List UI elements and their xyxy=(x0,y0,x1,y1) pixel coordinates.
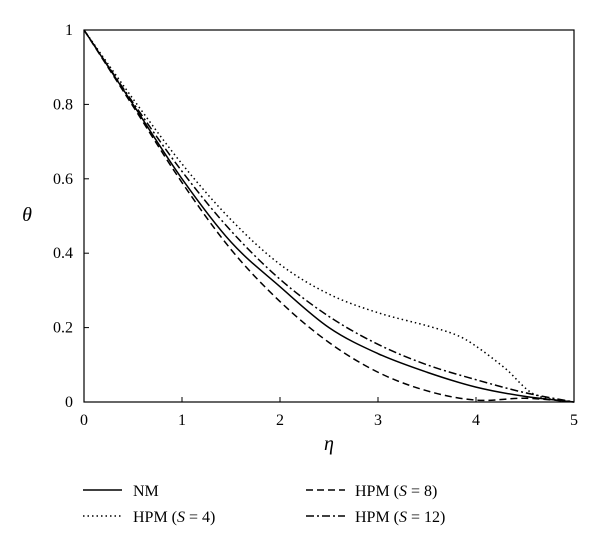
y-tick-label: 0.6 xyxy=(53,171,73,188)
x-tick-label: 2 xyxy=(276,412,284,429)
plot-frame-rect xyxy=(83,29,575,403)
y-tick-label: 0.4 xyxy=(53,245,73,262)
series-line-2 xyxy=(83,29,575,403)
legend: NM HPM (S = 8) HPM (S = 4) HPM (S = 12) xyxy=(83,483,445,526)
x-tick-label: 5 xyxy=(570,412,578,429)
series-line-0 xyxy=(83,29,575,403)
x-tick-label: 1 xyxy=(178,412,186,429)
legend-label-hpm-s4: HPM (S = 4) xyxy=(133,509,215,526)
y-tick-label: 0.2 xyxy=(53,320,73,337)
legend-label-nm: NM xyxy=(133,483,159,500)
y-tick-label: 0 xyxy=(65,394,73,411)
x-tick-label: 0 xyxy=(80,412,88,429)
y-tick-label: 0.8 xyxy=(53,96,73,113)
legend-label-hpm-s12: HPM (S = 12) xyxy=(355,509,445,526)
series-lines xyxy=(83,29,575,403)
series-line-3 xyxy=(83,29,575,403)
x-axis-label: η xyxy=(324,433,334,455)
x-tick-label: 4 xyxy=(472,412,480,429)
axis-ticks: 0 1 2 3 4 5 0 0.2 0.4 0.6 0.8 1 xyxy=(53,22,578,429)
x-tick-label: 3 xyxy=(374,412,382,429)
y-axis-label: θ xyxy=(22,204,32,226)
series-line-1 xyxy=(83,29,575,403)
legend-label-hpm-s8: HPM (S = 8) xyxy=(355,483,437,500)
plot-frame xyxy=(83,29,575,403)
y-tick-label: 1 xyxy=(65,22,73,39)
